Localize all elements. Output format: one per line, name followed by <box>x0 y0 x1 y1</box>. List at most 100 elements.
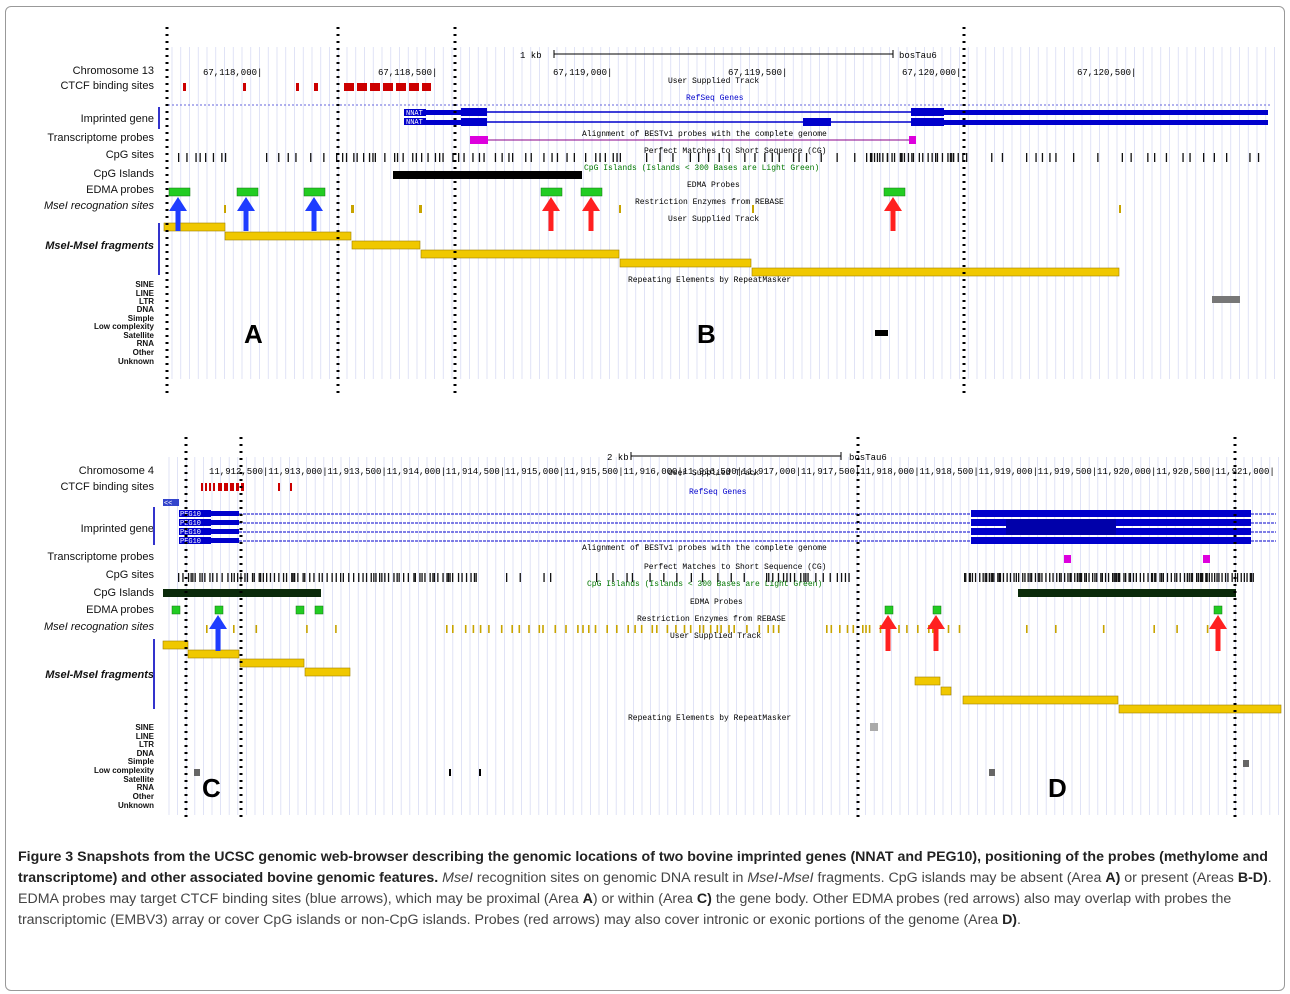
cpg-tick <box>1196 573 1198 582</box>
cpg-tick <box>1231 573 1233 582</box>
cpg-tick <box>224 153 227 162</box>
caption-area-ref: B-D) <box>1237 870 1268 886</box>
cpg-tick <box>246 573 249 582</box>
track-label-ctcf: CTCF binding sites <box>60 80 154 92</box>
red-arrow <box>884 197 902 231</box>
caption-area-ref: A <box>582 891 593 907</box>
cpg-tick <box>1189 153 1191 162</box>
cpg-tick <box>1064 573 1066 582</box>
cpg-tick <box>866 153 868 162</box>
repeat-label: Other <box>132 792 154 801</box>
caption-text: MseI-MseI <box>747 870 814 886</box>
repeat-label: DNA <box>136 305 154 314</box>
track-title: CpG Islands (Islands < 300 Bases are Lig… <box>587 580 822 589</box>
tick-label: 11,913,000| <box>268 467 327 477</box>
cpg-tick <box>836 573 838 582</box>
tick-label: 11,918,000| <box>860 467 919 477</box>
cpg-tick <box>1249 153 1251 162</box>
msei-tick <box>594 625 597 633</box>
cpg-tick <box>192 573 194 582</box>
cpg-tick <box>323 153 325 162</box>
cpg-tick <box>227 573 229 582</box>
cpg-tick <box>335 573 337 582</box>
track-title: User Supplied Track <box>668 469 759 478</box>
cpg-tick <box>310 153 312 162</box>
cpg-tick <box>442 573 444 582</box>
repeat-label: RNA <box>136 339 154 348</box>
msei-tick <box>634 625 636 633</box>
blue-arrow <box>237 197 255 231</box>
red-arrow <box>927 615 945 651</box>
cpg-tick <box>854 153 856 162</box>
cpg-tick <box>1027 573 1029 582</box>
cpg-tick <box>876 153 879 162</box>
cpg-tick <box>882 153 884 162</box>
cpg-tick <box>414 573 416 582</box>
cpg-tick <box>993 573 995 582</box>
cpg-tick <box>1199 573 1201 582</box>
track-label-cpg-sites: CpG sites <box>105 569 154 581</box>
track-title: Restriction Enzymes from REBASE <box>635 198 784 207</box>
cpg-tick <box>231 573 233 582</box>
cpg-tick <box>1112 573 1114 582</box>
track-title: User Supplied Track <box>668 215 759 224</box>
track-title: User Supplied Track <box>670 632 761 641</box>
cpg-tick <box>461 573 463 582</box>
repeat-label: Satellite <box>123 331 154 340</box>
cpg-tick <box>253 573 255 582</box>
track-title: RefSeq Genes <box>689 488 747 497</box>
cpg-tick <box>244 573 246 582</box>
cpg-tick <box>353 573 355 582</box>
cpg-tick <box>233 573 235 582</box>
red-arrow <box>1209 615 1227 651</box>
cpg-tick <box>585 153 587 162</box>
cpg-tick <box>953 153 955 162</box>
track-title: CpG Islands (Islands < 300 Bases are Lig… <box>584 164 819 173</box>
msei-tick <box>518 625 521 633</box>
msei-tick <box>479 625 482 633</box>
cpg-tick <box>968 573 970 582</box>
cpg-tick <box>1022 573 1024 582</box>
caption-text: fragments. CpG islands may be absent (Ar… <box>813 870 1106 886</box>
cpg-tick <box>433 573 436 582</box>
cpg-tick <box>1123 573 1125 582</box>
cpg-tick <box>1058 573 1061 582</box>
cpg-tick <box>1227 573 1229 582</box>
cpg-tick <box>421 153 423 162</box>
cpg-tick <box>604 153 606 162</box>
cpg-tick <box>777 573 780 582</box>
cpg-tick <box>336 153 338 162</box>
track-label-edma: EDMA probes <box>86 604 154 616</box>
cpg-tick <box>879 153 881 162</box>
cpg-tick <box>199 153 201 162</box>
cpg-tick <box>1026 153 1028 162</box>
cpg-tick <box>1113 573 1115 582</box>
tick-label: 11,916,500| <box>683 467 742 477</box>
cpg-tick <box>449 573 451 582</box>
track-label-fragments: MseI-MseI fragments <box>45 669 154 681</box>
tick-label: 67,119,500| <box>728 68 787 78</box>
cpg-tick <box>447 573 450 582</box>
tick-label: 11,920,000| <box>1097 467 1156 477</box>
cpg-tick <box>374 153 376 162</box>
cpg-tick <box>646 153 648 162</box>
cpg-tick <box>907 153 910 162</box>
cpg-tick <box>690 573 692 582</box>
tick-label: 67,118,000| <box>203 68 262 78</box>
cpg-tick <box>432 573 434 582</box>
cpg-tick <box>676 573 678 582</box>
gene-name: PEG10 <box>180 511 201 519</box>
msei-tick <box>1176 625 1178 633</box>
edma-probes <box>171 605 1223 615</box>
cpg-tick <box>551 153 553 162</box>
figure-frame: Chromosome 13 CTCF binding sites Imprint… <box>5 6 1285 991</box>
cpg-tick <box>194 573 196 582</box>
cpg-tick <box>398 573 400 582</box>
msei-tick <box>656 625 658 633</box>
cpg-tick <box>209 573 211 582</box>
cpg-tick <box>379 573 381 582</box>
cpg-tick <box>297 573 299 582</box>
cpg-tick <box>1147 573 1149 582</box>
cpg-tick <box>931 153 933 162</box>
cpg-tick <box>1073 153 1075 162</box>
